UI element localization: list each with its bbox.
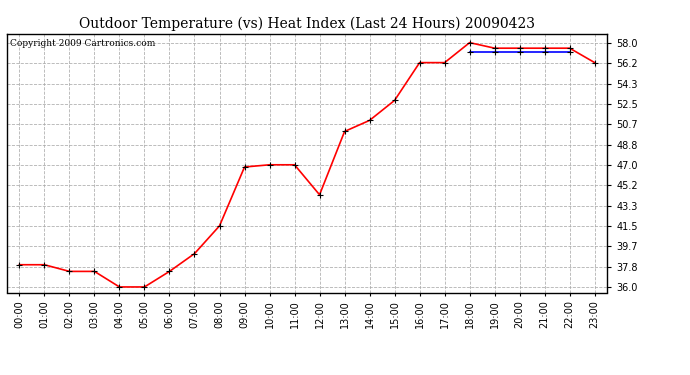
Text: Copyright 2009 Cartronics.com: Copyright 2009 Cartronics.com — [10, 39, 155, 48]
Title: Outdoor Temperature (vs) Heat Index (Last 24 Hours) 20090423: Outdoor Temperature (vs) Heat Index (Las… — [79, 17, 535, 31]
